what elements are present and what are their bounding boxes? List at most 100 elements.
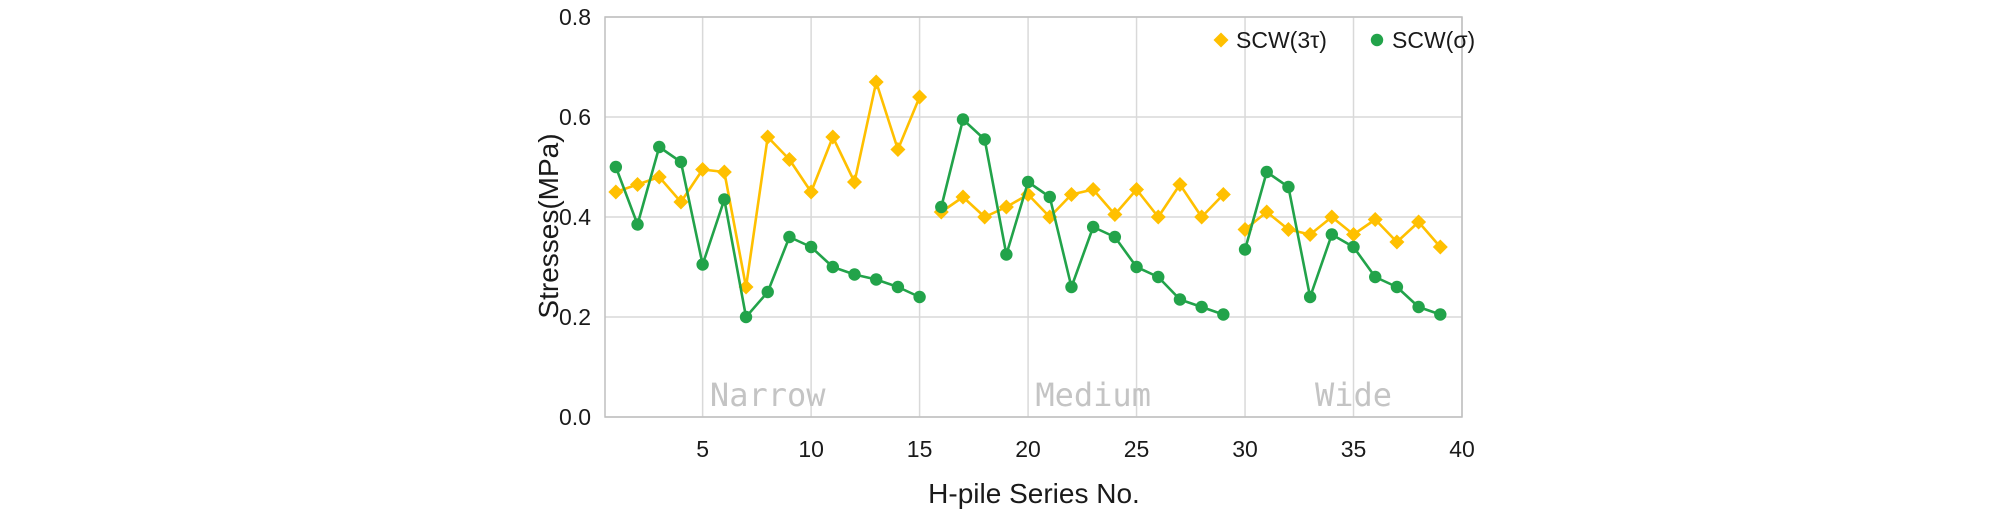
data-point-scw-sigma: [1238, 243, 1252, 256]
data-point-scw-sigma: [609, 160, 623, 174]
data-point-scw-3tau: [781, 152, 797, 167]
data-point-scw-3tau: [912, 89, 928, 105]
data-point-scw-sigma: [1021, 175, 1035, 189]
data-point-scw-sigma: [1043, 190, 1056, 204]
data-point-scw-sigma: [653, 140, 666, 154]
data-point-scw-3tau: [1432, 239, 1448, 255]
data-point-scw-sigma: [1152, 270, 1165, 284]
data-point-scw-3tau: [608, 184, 624, 200]
data-point-scw-sigma: [1173, 293, 1187, 306]
data-point-scw-sigma: [674, 155, 688, 169]
region-label-wide: Wide: [1315, 376, 1392, 414]
data-point-scw-sigma: [1065, 280, 1078, 294]
data-point-scw-3tau: [1280, 222, 1296, 237]
data-point-scw-3tau: [977, 209, 993, 225]
data-point-scw-sigma: [978, 133, 991, 146]
data-point-scw-3tau: [1172, 177, 1188, 192]
region-label-narrow: Narrow: [710, 376, 826, 414]
data-point-scw-sigma: [913, 290, 926, 304]
data-point-scw-sigma: [696, 258, 709, 271]
x-axis-title: H-pile Series No.: [928, 478, 1140, 509]
region-labels: Narrow Medium Wide: [710, 376, 1392, 414]
data-point-scw-sigma: [1086, 220, 1100, 234]
legend-label-scw-sigma: SCW(σ): [1392, 27, 1475, 53]
legend-marker-scw-sigma: [1370, 33, 1384, 47]
data-point-scw-sigma: [1434, 308, 1447, 321]
data-point-scw-sigma: [1347, 240, 1360, 254]
data-point-scw-sigma: [631, 218, 644, 231]
x-tick-label: 20: [1015, 436, 1041, 462]
data-point-scw-sigma: [1325, 228, 1339, 241]
y-tick-label: 0.0: [559, 404, 591, 430]
legend-marker-scw-3tau: [1213, 32, 1229, 48]
data-point-scw-3tau: [1324, 209, 1340, 225]
legend-label-scw-3tau: SCW(3τ): [1236, 27, 1327, 53]
y-tick-label: 0.6: [559, 104, 591, 130]
data-point-scw-3tau: [673, 194, 689, 210]
data-point-scw-sigma: [739, 310, 753, 324]
y-tick-label: 0.8: [559, 4, 591, 30]
data-point-scw-3tau: [825, 129, 841, 145]
x-tick-label: 30: [1232, 436, 1258, 462]
x-tick-label: 10: [798, 436, 824, 462]
data-point-scw-sigma: [718, 193, 731, 206]
data-point-scw-3tau: [847, 174, 863, 190]
series-line-scw-sigma: [1243, 170, 1441, 316]
data-point-scw-sigma: [870, 273, 883, 286]
data-point-scw-sigma: [1412, 300, 1425, 314]
data-point-scw-3tau: [1107, 207, 1123, 222]
data-point-scw-sigma: [1195, 300, 1208, 314]
data-point-scw-sigma: [1369, 270, 1382, 284]
data-point-scw-3tau: [1259, 204, 1275, 220]
data-point-scw-3tau: [998, 199, 1014, 215]
data-point-scw-3tau: [1194, 209, 1210, 225]
data-point-scw-sigma: [804, 240, 818, 254]
axis-layer: 0.0 0.2 0.4 0.6 0.8 5 10 15 20 25 30 35 40: [559, 4, 1475, 462]
data-point-scw-3tau: [1346, 227, 1362, 242]
legend: SCW(3τ) SCW(σ): [1213, 27, 1475, 53]
data-point-scw-sigma: [783, 230, 796, 244]
data-point-scw-sigma: [1260, 165, 1273, 179]
data-point-scw-3tau: [1085, 182, 1101, 197]
y-tick-label: 0.4: [559, 204, 591, 230]
data-point-scw-3tau: [1367, 212, 1383, 227]
x-tick-label: 40: [1449, 436, 1475, 462]
data-point-scw-sigma: [891, 280, 905, 294]
data-point-scw-3tau: [1302, 227, 1318, 242]
data-point-scw-sigma: [1390, 280, 1404, 294]
data-point-scw-sigma: [826, 260, 840, 274]
data-point-scw-3tau: [868, 74, 884, 90]
plot-frame: [604, 16, 1463, 418]
data-point-scw-3tau: [1215, 187, 1231, 202]
data-point-scw-sigma: [1217, 308, 1230, 321]
data-point-scw-3tau: [760, 129, 776, 145]
series-scw-3tau: [608, 74, 1448, 295]
data-point-scw-sigma: [1000, 248, 1013, 261]
y-axis-title: Stresses(MPa): [533, 133, 564, 318]
data-point-scw-sigma: [956, 113, 970, 126]
data-point-scw-sigma: [761, 285, 774, 299]
data-point-scw-3tau: [1129, 182, 1145, 197]
data-point-scw-3tau: [1389, 234, 1405, 250]
x-tick-label: 15: [907, 436, 933, 462]
data-point-scw-sigma: [848, 268, 861, 281]
region-label-medium: Medium: [1035, 376, 1151, 414]
data-point-scw-3tau: [651, 169, 667, 185]
data-point-scw-3tau: [1063, 187, 1079, 202]
data-point-scw-3tau: [716, 164, 732, 180]
data-point-scw-sigma: [1282, 180, 1295, 194]
data-point-scw-sigma: [1303, 290, 1317, 304]
series-scw-sigma: [609, 113, 1447, 324]
series-line-scw-3tau: [615, 80, 921, 289]
plot-border: [604, 16, 1463, 418]
data-point-scw-3tau: [1411, 214, 1427, 230]
x-tick-label: 35: [1341, 436, 1367, 462]
data-point-scw-3tau: [695, 162, 711, 177]
x-tick-label: 5: [696, 436, 709, 462]
data-point-scw-3tau: [630, 177, 646, 192]
x-tick-label: 25: [1124, 436, 1150, 462]
data-point-scw-3tau: [890, 142, 906, 157]
data-point-scw-sigma: [935, 200, 948, 214]
